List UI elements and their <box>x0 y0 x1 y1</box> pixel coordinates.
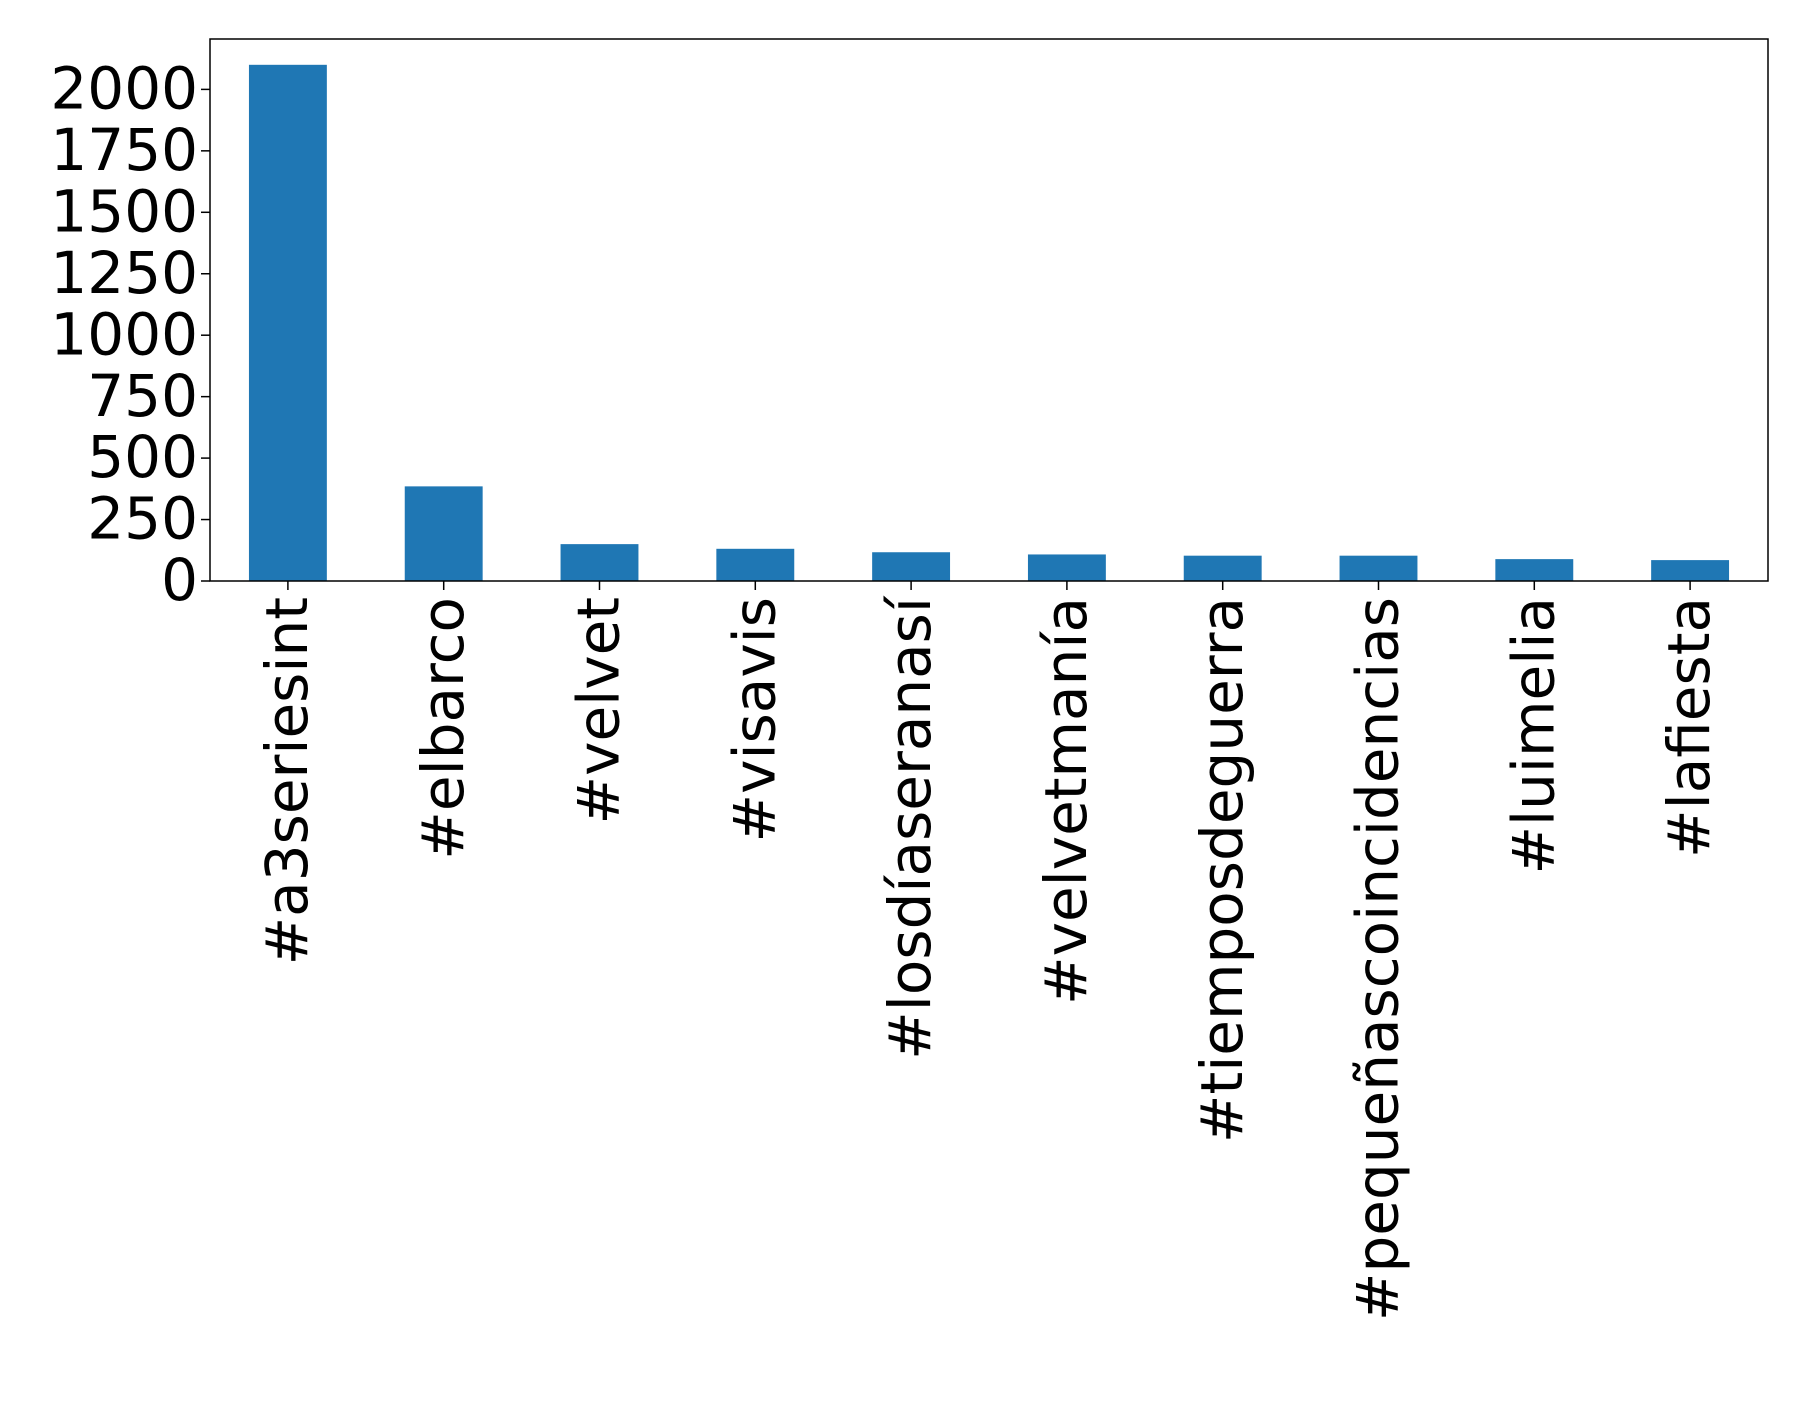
bar <box>404 486 483 581</box>
bar <box>560 544 639 581</box>
bar <box>1183 555 1262 581</box>
bar <box>1027 554 1106 581</box>
y-tick-label: 250 <box>87 485 198 553</box>
x-tick-label: #tiemposdeguerra <box>1188 597 1256 1143</box>
y-tick-label: 1750 <box>50 116 198 184</box>
x-tick-label: #luimelia <box>1499 597 1567 875</box>
y-tick-label: 2000 <box>50 54 198 122</box>
x-tick-label: #elbarco <box>409 597 477 860</box>
x-tick-label: #lafiesta <box>1655 597 1723 858</box>
x-tick-label: #visavis <box>720 597 788 842</box>
y-tick-label: 1250 <box>50 239 198 307</box>
y-tick-label: 1500 <box>50 177 198 245</box>
x-tick-label: #pequeñascoincidencias <box>1344 597 1412 1321</box>
y-tick-label: 1000 <box>50 300 198 368</box>
bar <box>1495 559 1574 581</box>
x-tick-label: #a3seriesint <box>253 597 321 965</box>
y-tick-label: 500 <box>87 423 198 491</box>
x-tick-label: #velvet <box>565 597 633 824</box>
plot-frame <box>209 38 1769 582</box>
y-tick-label: 0 <box>161 546 198 614</box>
bar <box>1339 555 1418 581</box>
x-tick-label: #losdíaseranasí <box>876 595 944 1060</box>
bar <box>872 552 951 581</box>
bar <box>716 548 795 581</box>
bar <box>248 64 327 582</box>
x-tick-label: #velvetmanía <box>1032 597 1100 1005</box>
bar <box>1651 560 1730 581</box>
y-tick-label: 750 <box>87 362 198 430</box>
